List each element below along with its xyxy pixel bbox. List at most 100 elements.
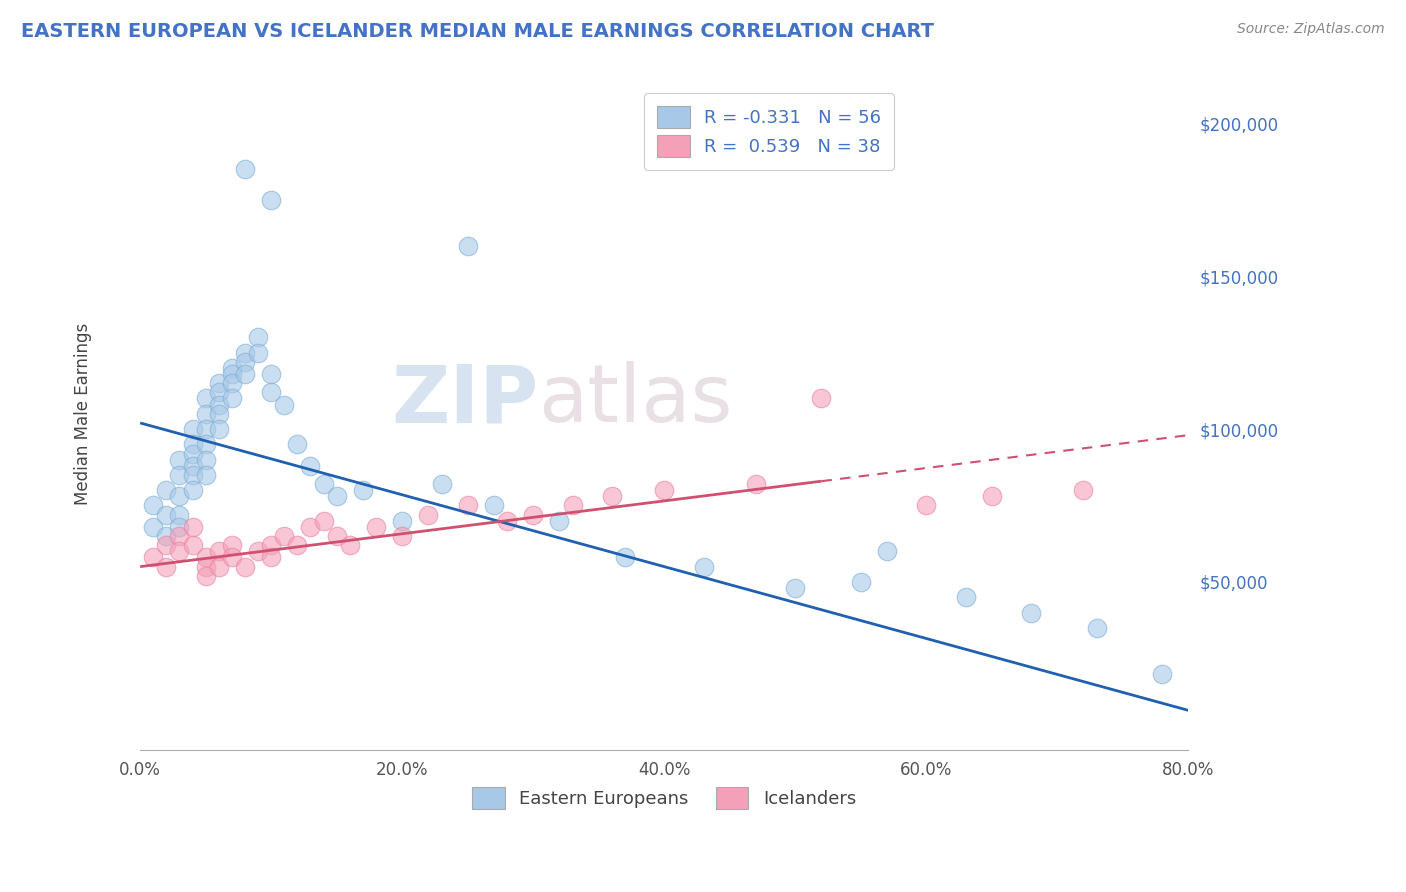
Point — [208, 544, 231, 558]
Point — [194, 407, 217, 421]
Point — [155, 483, 177, 498]
Point — [260, 550, 283, 565]
Point — [169, 489, 191, 503]
Point — [233, 559, 256, 574]
Point — [260, 538, 283, 552]
Point — [221, 367, 243, 381]
Point — [561, 499, 583, 513]
Point — [233, 162, 256, 177]
Point — [312, 514, 335, 528]
Point — [1019, 606, 1042, 620]
Point — [181, 520, 204, 534]
Point — [260, 367, 283, 381]
Point — [181, 538, 204, 552]
Point — [692, 559, 714, 574]
Point — [169, 508, 191, 522]
Point — [364, 520, 387, 534]
Text: atlas: atlas — [538, 361, 733, 440]
Point — [260, 385, 283, 400]
Point — [194, 452, 217, 467]
Point — [169, 544, 191, 558]
Point — [208, 559, 231, 574]
Point — [1152, 666, 1174, 681]
Point — [548, 514, 571, 528]
Point — [299, 458, 322, 473]
Point — [299, 520, 322, 534]
Point — [613, 550, 636, 565]
Point — [876, 544, 898, 558]
Point — [287, 437, 309, 451]
Point — [142, 499, 165, 513]
Point — [339, 538, 361, 552]
Point — [221, 392, 243, 406]
Point — [482, 499, 505, 513]
Point — [194, 550, 217, 565]
Point — [810, 392, 832, 406]
Point — [155, 508, 177, 522]
Point — [194, 467, 217, 482]
Point — [221, 538, 243, 552]
Point — [418, 508, 440, 522]
Point — [181, 446, 204, 460]
Point — [208, 407, 231, 421]
Point — [915, 499, 938, 513]
Text: Median Male Earnings: Median Male Earnings — [73, 323, 91, 505]
Point — [273, 529, 295, 543]
Point — [457, 499, 479, 513]
Point — [260, 193, 283, 207]
Point — [325, 529, 347, 543]
Point — [287, 538, 309, 552]
Point — [652, 483, 675, 498]
Point — [221, 550, 243, 565]
Text: EASTERN EUROPEAN VS ICELANDER MEDIAN MALE EARNINGS CORRELATION CHART: EASTERN EUROPEAN VS ICELANDER MEDIAN MAL… — [21, 22, 934, 41]
Point — [155, 538, 177, 552]
Point — [155, 559, 177, 574]
Point — [247, 345, 270, 359]
Point — [208, 422, 231, 436]
Point — [181, 467, 204, 482]
Point — [194, 392, 217, 406]
Point — [247, 330, 270, 344]
Point — [955, 591, 977, 605]
Point — [391, 514, 413, 528]
Point — [430, 477, 453, 491]
Point — [169, 467, 191, 482]
Point — [142, 520, 165, 534]
Point — [194, 569, 217, 583]
Point — [391, 529, 413, 543]
Point — [233, 367, 256, 381]
Point — [849, 574, 872, 589]
Legend: Eastern Europeans, Icelanders: Eastern Europeans, Icelanders — [460, 774, 869, 822]
Point — [169, 520, 191, 534]
Point — [169, 529, 191, 543]
Point — [980, 489, 1002, 503]
Point — [155, 529, 177, 543]
Point — [181, 437, 204, 451]
Point — [785, 581, 807, 595]
Point — [1073, 483, 1095, 498]
Point — [181, 422, 204, 436]
Point — [194, 437, 217, 451]
Point — [181, 458, 204, 473]
Point — [142, 550, 165, 565]
Point — [312, 477, 335, 491]
Point — [208, 376, 231, 391]
Point — [221, 360, 243, 375]
Point — [181, 483, 204, 498]
Point — [457, 238, 479, 252]
Point — [233, 345, 256, 359]
Point — [352, 483, 374, 498]
Point — [247, 544, 270, 558]
Point — [496, 514, 519, 528]
Point — [522, 508, 544, 522]
Point — [194, 422, 217, 436]
Point — [208, 385, 231, 400]
Point — [221, 376, 243, 391]
Point — [194, 559, 217, 574]
Point — [1085, 621, 1108, 635]
Point — [325, 489, 347, 503]
Point — [169, 452, 191, 467]
Point — [273, 398, 295, 412]
Text: ZIP: ZIP — [391, 361, 538, 440]
Text: Source: ZipAtlas.com: Source: ZipAtlas.com — [1237, 22, 1385, 37]
